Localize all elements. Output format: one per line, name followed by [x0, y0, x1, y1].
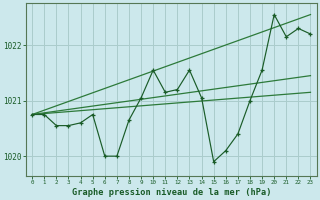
- X-axis label: Graphe pression niveau de la mer (hPa): Graphe pression niveau de la mer (hPa): [72, 188, 271, 197]
